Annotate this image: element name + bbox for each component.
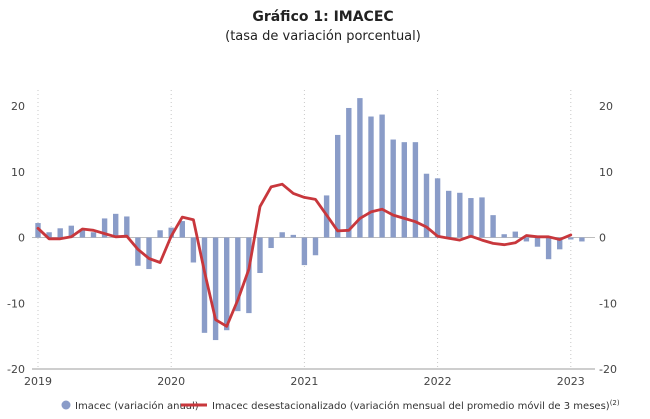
x-tick-label: 2022 bbox=[424, 375, 452, 388]
bar bbox=[490, 215, 496, 238]
bar bbox=[57, 228, 63, 238]
bar bbox=[423, 173, 430, 238]
bar bbox=[412, 142, 419, 238]
bar bbox=[479, 197, 485, 238]
bar-series bbox=[35, 98, 585, 341]
line-path bbox=[36, 182, 573, 328]
bar bbox=[190, 237, 197, 263]
bar bbox=[390, 139, 396, 238]
x-tick-label: 2023 bbox=[557, 375, 585, 388]
y-tick-label-right: 10 bbox=[599, 166, 613, 179]
y-tick-label-left: 0 bbox=[18, 232, 25, 245]
x-tick-label: 2021 bbox=[290, 375, 318, 388]
bar bbox=[224, 237, 230, 331]
bar bbox=[179, 221, 185, 238]
bar bbox=[512, 231, 518, 238]
bar bbox=[545, 237, 552, 260]
bar bbox=[101, 218, 108, 238]
bar bbox=[79, 228, 86, 238]
bar bbox=[279, 232, 285, 238]
bar bbox=[534, 237, 541, 247]
y-tick-label-right: -10 bbox=[599, 297, 617, 310]
chart-title: Gráfico 1: IMACEC bbox=[252, 9, 393, 25]
legend-line-superscript: (2) bbox=[610, 399, 620, 407]
bar bbox=[568, 237, 574, 240]
x-tick-label: 2019 bbox=[24, 375, 52, 388]
bar bbox=[35, 223, 41, 238]
bar bbox=[124, 216, 130, 238]
bar bbox=[457, 192, 463, 238]
bar bbox=[146, 237, 152, 270]
chart-subtitle: (tasa de variación porcentual) bbox=[225, 29, 421, 44]
y-tick-label-left: -10 bbox=[7, 297, 25, 310]
bar bbox=[579, 237, 585, 242]
bar bbox=[434, 178, 441, 238]
bar bbox=[268, 237, 274, 249]
bar bbox=[446, 190, 452, 238]
bar bbox=[468, 198, 474, 238]
bar bbox=[346, 107, 352, 238]
y-tick-label-left: 20 bbox=[11, 100, 25, 113]
line-series bbox=[36, 182, 573, 328]
legend-bar-marker bbox=[61, 400, 71, 410]
bar bbox=[501, 234, 507, 238]
y-tick-label-right: 20 bbox=[599, 100, 613, 113]
bar bbox=[290, 234, 296, 238]
legend-line-label: Imacec desestacionalizado (variación men… bbox=[212, 399, 620, 412]
legend-line-label-text: Imacec desestacionalizado (variación men… bbox=[212, 400, 610, 412]
legend-bar-label: Imacec (variación anual) bbox=[75, 400, 199, 412]
bar bbox=[368, 116, 374, 238]
bar bbox=[557, 237, 563, 250]
bar bbox=[235, 237, 241, 312]
bar bbox=[246, 237, 252, 314]
bar bbox=[90, 232, 97, 238]
bar bbox=[157, 230, 163, 238]
bar bbox=[135, 237, 141, 266]
bar bbox=[312, 237, 319, 256]
x-tick-label: 2020 bbox=[157, 375, 185, 388]
bar bbox=[523, 237, 530, 242]
bar bbox=[168, 227, 174, 238]
y-tick-label-left: -20 bbox=[7, 363, 25, 376]
bar bbox=[212, 237, 219, 341]
bar bbox=[113, 213, 119, 238]
y-tick-label-left: 10 bbox=[11, 166, 25, 179]
bar bbox=[46, 232, 52, 238]
bar bbox=[335, 134, 341, 238]
bar bbox=[379, 114, 385, 238]
bar bbox=[201, 237, 208, 333]
legend: Imacec (variación anual) Imacec desestac… bbox=[61, 399, 620, 412]
bar bbox=[301, 237, 308, 266]
bar bbox=[68, 225, 74, 238]
bar bbox=[401, 142, 407, 238]
bar bbox=[357, 98, 363, 238]
y-tick-label-right: 0 bbox=[599, 232, 606, 245]
bar bbox=[257, 237, 263, 274]
y-tick-label-right: -20 bbox=[599, 363, 617, 376]
